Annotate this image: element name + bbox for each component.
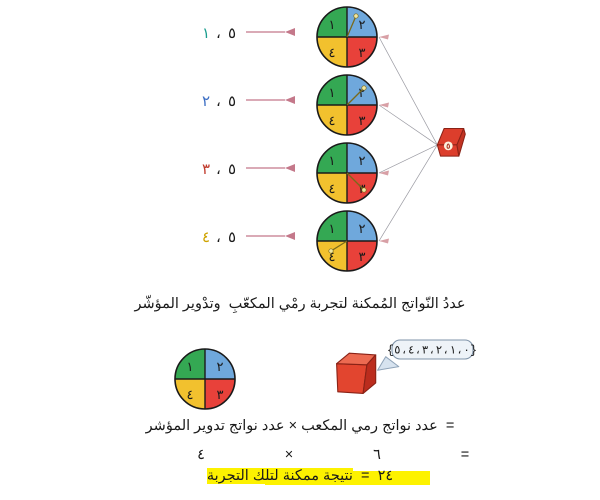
svg-text:٣: ٣ <box>202 161 210 178</box>
svg-text:،: ، <box>216 93 221 110</box>
svg-text:٥: ٥ <box>228 161 236 178</box>
svg-text:٢: ٢ <box>202 93 210 110</box>
svg-text:٤: ٤ <box>197 447 205 463</box>
svg-text:×: × <box>285 447 293 463</box>
svg-text:٤: ٤ <box>202 229 210 246</box>
svg-text:=: = <box>461 447 469 463</box>
svg-text:،: ، <box>216 161 221 178</box>
svg-text:٥: ٥ <box>228 229 236 246</box>
svg-text:٥: ٥ <box>228 93 236 110</box>
svg-text:٥: ٥ <box>446 142 450 151</box>
svg-text:١: ١ <box>202 25 210 42</box>
svg-text:،: ، <box>216 25 221 42</box>
svg-text:٦: ٦ <box>373 447 381 463</box>
svg-text:،: ، <box>216 229 221 246</box>
svg-text:٥: ٥ <box>228 25 236 42</box>
svg-text:{٥،٤،٣،٢،١،٠}: {٥،٤،٣،٢،١،٠} <box>387 345 477 358</box>
